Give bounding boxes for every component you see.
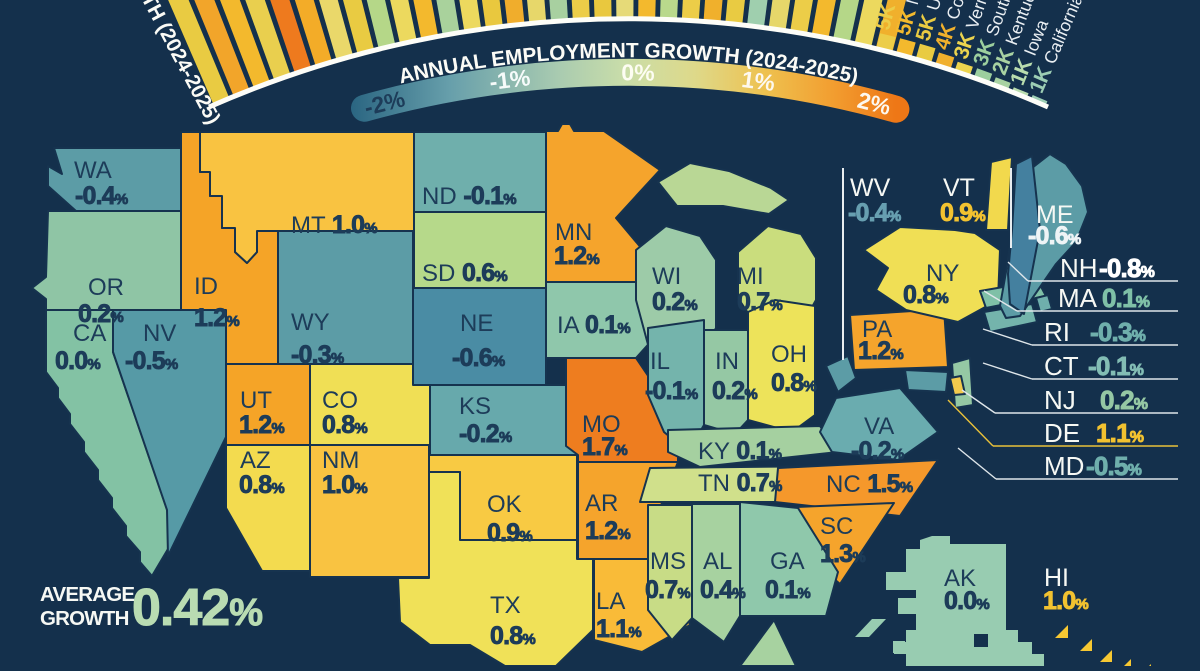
svg-text:WI: WI <box>652 263 681 290</box>
svg-text:1.1%: 1.1% <box>1096 418 1144 448</box>
svg-text:MS: MS <box>650 548 686 575</box>
svg-text:NC 1.5%: NC 1.5% <box>826 470 913 498</box>
svg-text:SC: SC <box>820 513 853 540</box>
svg-text:WY: WY <box>291 309 330 336</box>
svg-text:CO: CO <box>322 387 358 414</box>
svg-text:0.9%: 0.9% <box>940 199 985 227</box>
svg-text:1.0%: 1.0% <box>1043 587 1088 615</box>
svg-text:VA: VA <box>864 413 894 440</box>
svg-text:OH: OH <box>771 341 807 368</box>
svg-text:CA: CA <box>73 320 106 347</box>
svg-text:AR: AR <box>585 490 618 517</box>
svg-text:ID: ID <box>194 273 218 300</box>
svg-text:1%: 1% <box>740 66 776 96</box>
svg-text:-0.4%: -0.4% <box>75 182 128 210</box>
svg-text:MN: MN <box>555 219 592 246</box>
svg-text:ME: ME <box>1036 201 1074 229</box>
svg-text:0.8%: 0.8% <box>771 369 816 397</box>
svg-text:MD: MD <box>1044 451 1084 481</box>
svg-text:HI: HI <box>1044 564 1069 592</box>
svg-text:MO: MO <box>582 411 621 438</box>
svg-text:AZ: AZ <box>240 447 271 474</box>
svg-text:NE: NE <box>460 310 493 337</box>
svg-text:TN 0.7%: TN 0.7% <box>698 469 782 497</box>
svg-text:PA: PA <box>862 316 892 343</box>
svg-text:WV: WV <box>850 174 891 202</box>
svg-text:KY 0.1%: KY 0.1% <box>698 437 782 465</box>
svg-text:0%: 0% <box>621 59 655 85</box>
svg-text:VT: VT <box>943 174 975 202</box>
svg-text:OR: OR <box>88 274 124 301</box>
svg-text:ND -0.1%: ND -0.1% <box>422 182 516 210</box>
svg-text:-1%: -1% <box>488 64 532 95</box>
svg-text:LA: LA <box>596 588 625 615</box>
svg-text:KS: KS <box>459 393 491 420</box>
svg-text:RI: RI <box>1044 317 1070 347</box>
svg-text:UT: UT <box>240 387 272 414</box>
svg-text:NM: NM <box>322 447 359 474</box>
svg-text:IL: IL <box>650 348 670 375</box>
svg-text:0.2%: 0.2% <box>78 300 123 328</box>
svg-text:0.8%: 0.8% <box>322 411 367 439</box>
svg-text:DE: DE <box>1044 418 1080 448</box>
svg-text:GROWTH: GROWTH <box>40 607 129 630</box>
svg-text:MI: MI <box>737 263 764 290</box>
svg-text:-0.1%: -0.1% <box>1088 351 1144 381</box>
svg-text:IA 0.1%: IA 0.1% <box>557 311 630 339</box>
svg-text:GA: GA <box>770 548 805 575</box>
svg-text:OK: OK <box>487 491 522 518</box>
svg-text:MA: MA <box>1058 283 1098 313</box>
svg-text:CT: CT <box>1044 351 1079 381</box>
svg-text:TX: TX <box>490 592 521 619</box>
svg-text:NJ: NJ <box>1044 385 1076 415</box>
svg-text:AVERAGE: AVERAGE <box>40 583 134 606</box>
svg-text:MT 1.0%: MT 1.0% <box>291 211 377 239</box>
svg-text:IN: IN <box>715 348 739 375</box>
svg-text:WA: WA <box>74 157 112 184</box>
svg-text:NY: NY <box>926 260 959 287</box>
svg-text:NH: NH <box>1060 253 1098 283</box>
svg-text:AL: AL <box>703 548 732 575</box>
svg-text:AK: AK <box>944 565 976 592</box>
svg-text:NV: NV <box>143 320 176 347</box>
